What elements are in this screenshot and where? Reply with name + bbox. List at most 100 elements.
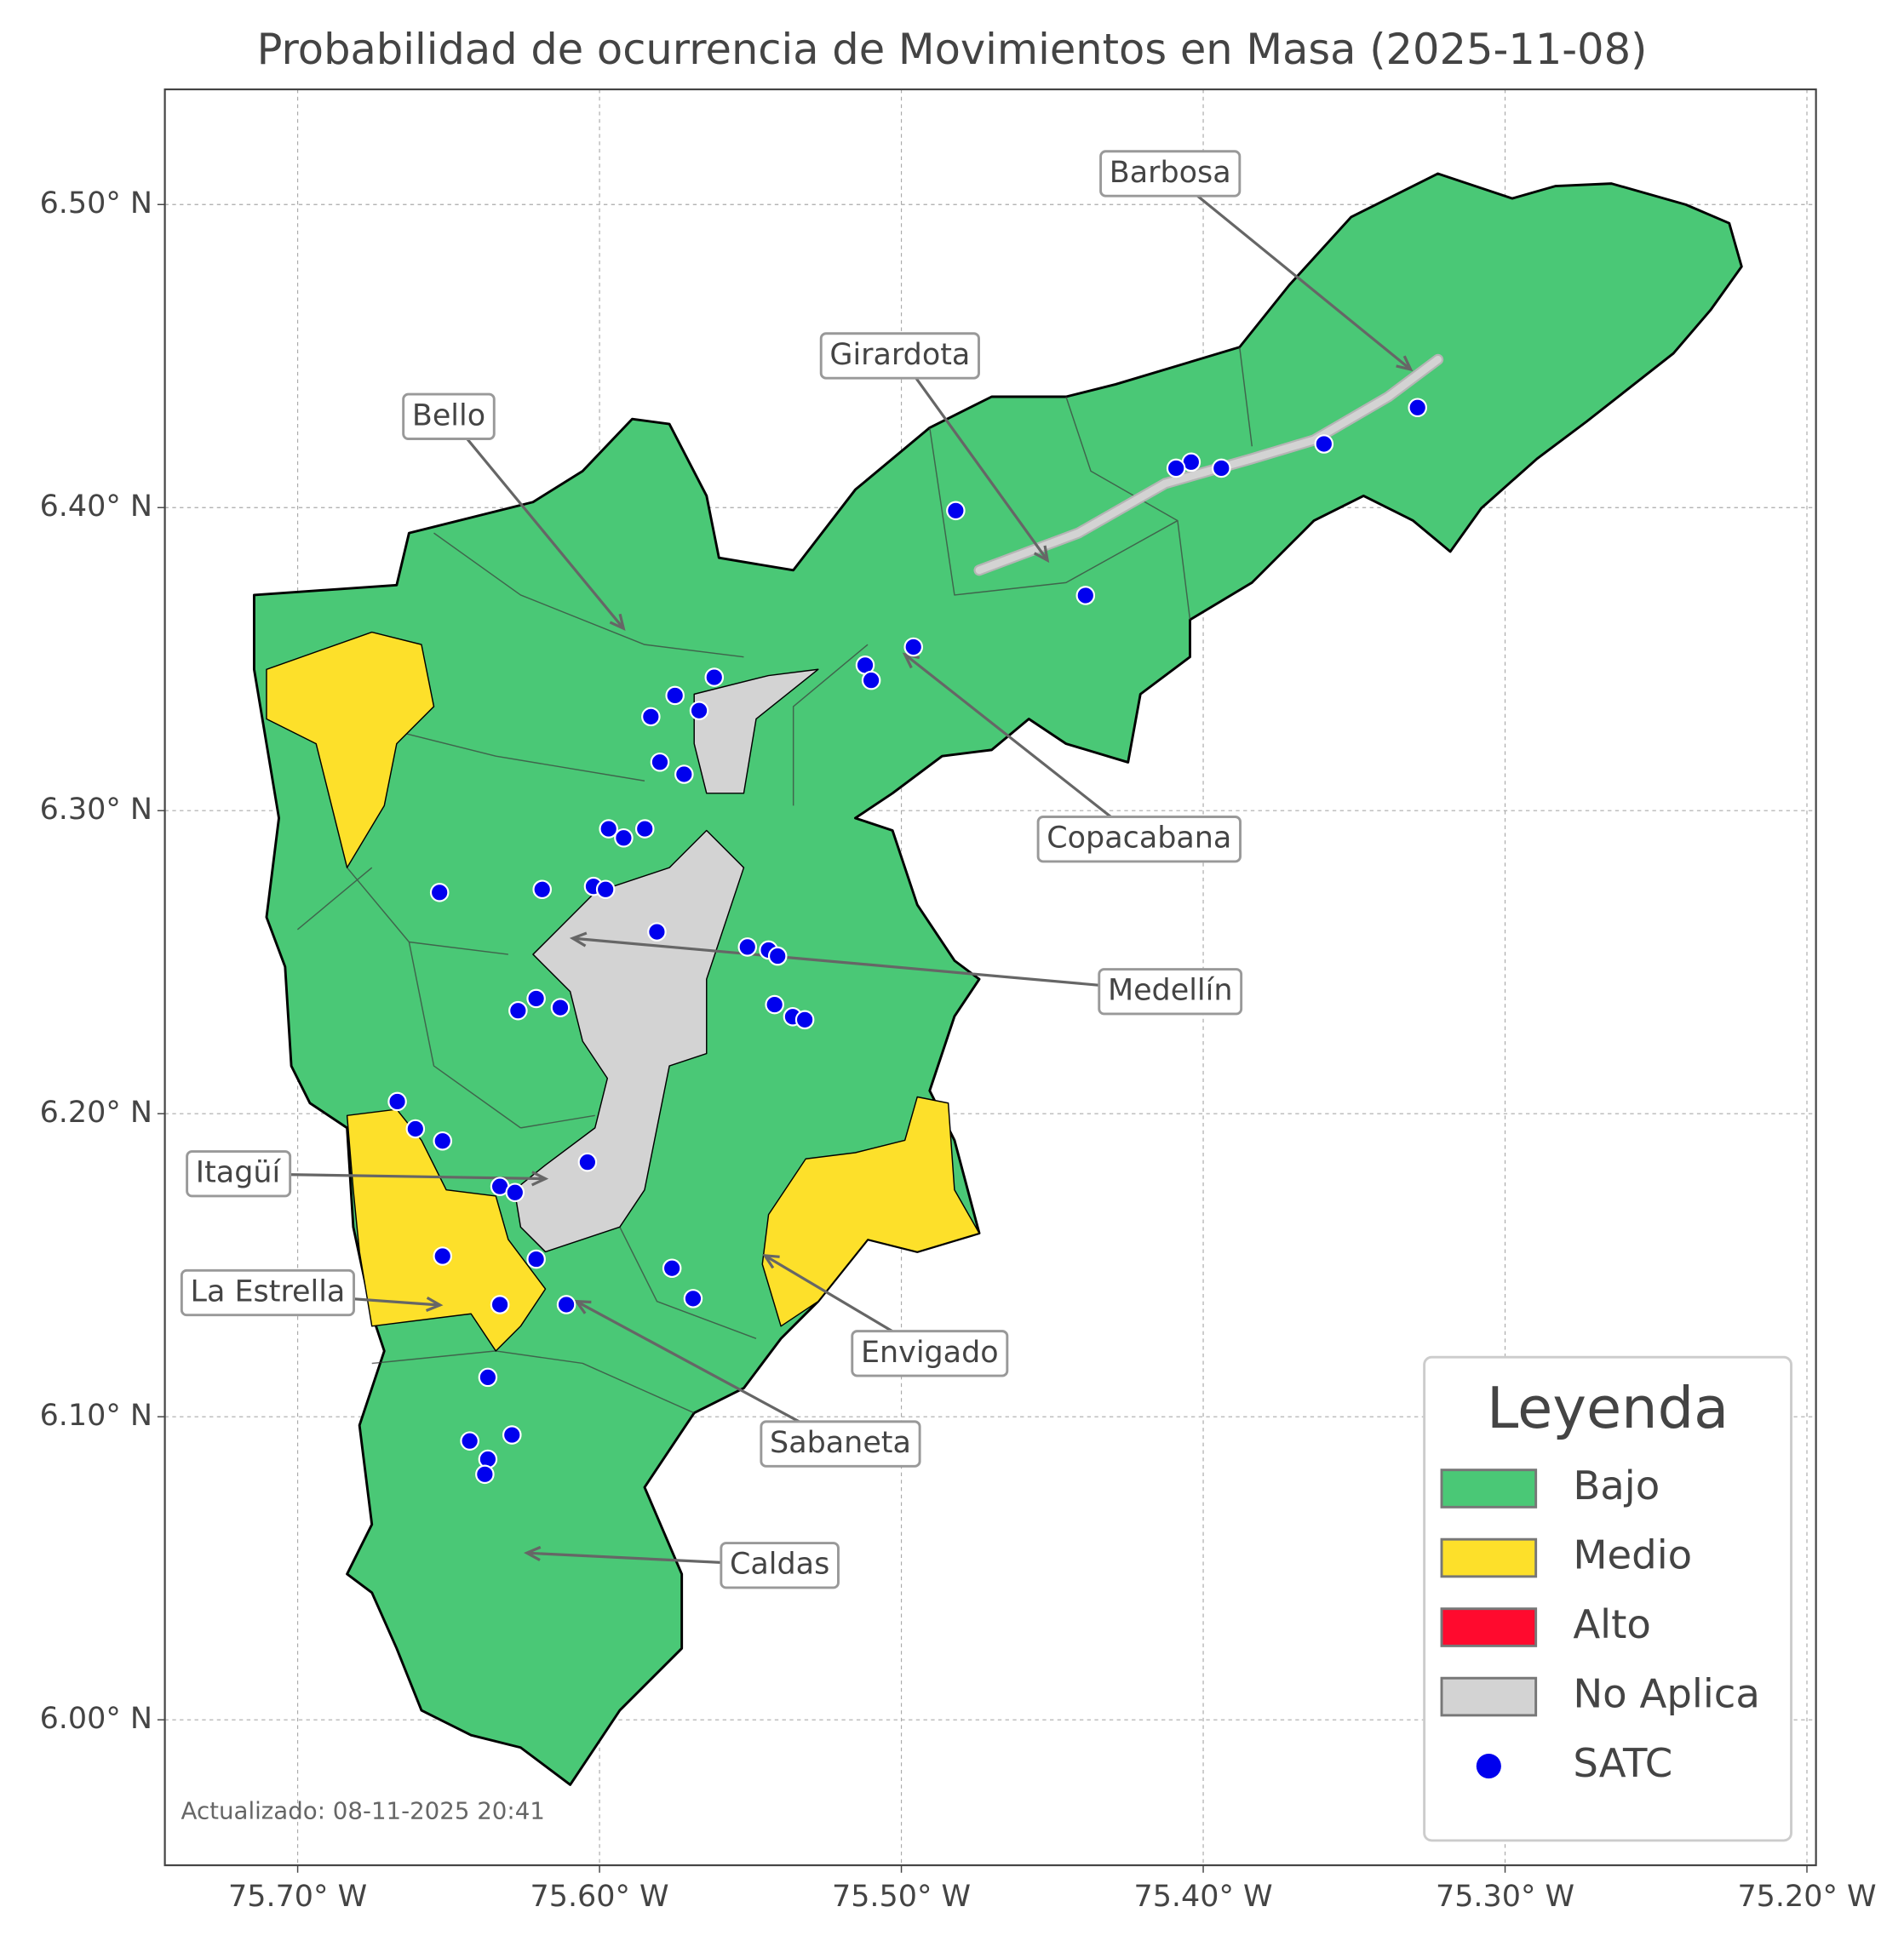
annotation-label: Bello bbox=[412, 398, 485, 432]
y-tick-label: 6.50° N bbox=[40, 186, 152, 220]
legend-swatch bbox=[1440, 1469, 1538, 1509]
y-tick-label: 6.10° N bbox=[40, 1399, 152, 1433]
region-bajo bbox=[252, 172, 1743, 1786]
region-medio bbox=[266, 631, 435, 868]
annotation-arrowhead bbox=[569, 931, 588, 948]
x-tick-label: 75.50° W bbox=[832, 1880, 971, 1914]
annotation-label: Envigado bbox=[861, 1336, 999, 1370]
satc-point bbox=[946, 501, 966, 521]
satc-point bbox=[765, 994, 784, 1015]
points bbox=[387, 398, 1428, 1485]
satc-point bbox=[650, 752, 670, 772]
annotation-box bbox=[760, 1420, 921, 1468]
legend-swatch bbox=[1440, 1537, 1538, 1578]
satc-point bbox=[475, 1464, 495, 1485]
legend-label: Alto bbox=[1573, 1601, 1651, 1647]
legend-label: Medio bbox=[1573, 1532, 1692, 1578]
satc-point bbox=[490, 1295, 510, 1314]
annotation-arrow bbox=[447, 415, 625, 630]
annotation-label: Sabaneta bbox=[770, 1426, 911, 1460]
satc-point bbox=[614, 827, 634, 848]
annotation-arrow bbox=[903, 653, 1140, 840]
sub-boundaries bbox=[296, 346, 1253, 1414]
satc-point bbox=[526, 988, 546, 1009]
satc-point bbox=[405, 1119, 426, 1139]
x-tick-label: 75.70° W bbox=[228, 1880, 367, 1914]
satc-point bbox=[1212, 458, 1231, 478]
satc-point bbox=[577, 1152, 598, 1172]
y-tick-label: 6.00° N bbox=[40, 1702, 152, 1736]
annotation-box bbox=[720, 1542, 840, 1589]
annotation-arrowhead bbox=[524, 1545, 542, 1561]
satc-point bbox=[508, 1000, 528, 1021]
annotation-arrowhead bbox=[762, 1253, 780, 1269]
satc-point bbox=[433, 1131, 453, 1151]
satc-point bbox=[505, 1182, 525, 1203]
satc-point bbox=[704, 667, 725, 687]
x-tick-label: 75.40° W bbox=[1134, 1880, 1273, 1914]
annotation-label: Barbosa bbox=[1110, 156, 1231, 190]
legend-label: No Aplica bbox=[1573, 1671, 1760, 1717]
satc-point bbox=[662, 1258, 682, 1279]
satc-point bbox=[429, 883, 450, 902]
y-tick-label: 6.40° N bbox=[40, 490, 152, 524]
annotation-arrowhead bbox=[1033, 545, 1050, 564]
region-no-aplica bbox=[975, 355, 1442, 575]
map-title: Probabilidad de ocurrencia de Movimiento… bbox=[257, 25, 1648, 74]
annotation-label: Medellín bbox=[1108, 974, 1233, 1008]
x-tick-label: 75.20° W bbox=[1737, 1880, 1876, 1914]
satc-point bbox=[433, 1246, 453, 1266]
satc-point bbox=[460, 1431, 479, 1451]
y-tick-label: 6.20° N bbox=[40, 1096, 152, 1130]
satc-point bbox=[861, 670, 881, 690]
annotations: Barbosa Girardota Bello Copacabana Medellín I… bbox=[180, 150, 1414, 1589]
x-tick-label: 75.30° W bbox=[1436, 1880, 1574, 1914]
annotation-arrowhead bbox=[425, 1296, 444, 1312]
annotation-box bbox=[402, 392, 496, 440]
legend-marker bbox=[1476, 1754, 1501, 1779]
regions bbox=[252, 172, 1743, 1786]
region-no-aplica bbox=[513, 829, 745, 1253]
annotation-arrowhead bbox=[609, 613, 626, 632]
legend-title: Leyenda bbox=[1487, 1375, 1729, 1441]
y-tick-label: 6.30° N bbox=[40, 793, 152, 827]
satc-point bbox=[532, 879, 552, 900]
annotation-arrow bbox=[572, 936, 1171, 993]
annotation-arrowhead bbox=[902, 652, 920, 669]
annotation-arrowhead bbox=[530, 1171, 549, 1187]
satc-point bbox=[737, 937, 758, 957]
annotation-arrow bbox=[576, 1300, 841, 1446]
satc-point bbox=[526, 1249, 546, 1269]
satc-point bbox=[1314, 434, 1334, 454]
satc-point bbox=[502, 1425, 522, 1445]
legend-label: Bajo bbox=[1573, 1463, 1660, 1509]
satc-point bbox=[683, 1289, 703, 1308]
annotation-box bbox=[1098, 968, 1243, 1016]
satc-point bbox=[595, 879, 616, 900]
annotation-label: Copacabana bbox=[1047, 822, 1231, 856]
axes: 75.70° W 75.60° W 75.50° W 75.40° W 75.30° W… bbox=[40, 186, 1877, 1914]
satc-point bbox=[634, 819, 655, 839]
legend: Leyenda Bajo Medio Alto No Aplica SATC bbox=[1423, 1355, 1792, 1842]
satc-point bbox=[1408, 398, 1428, 418]
footnote: Actualizado: 08-11-2025 20:41 bbox=[181, 1796, 545, 1824]
satc-point bbox=[674, 764, 694, 784]
satc-point bbox=[1075, 586, 1096, 605]
satc-point bbox=[903, 637, 924, 657]
x-tick-label: 75.60° W bbox=[530, 1880, 669, 1914]
annotation-label: Caldas bbox=[730, 1548, 829, 1582]
satc-point bbox=[767, 946, 788, 966]
annotation-label: Itagüí bbox=[196, 1156, 282, 1190]
satc-point bbox=[665, 685, 685, 706]
annotation-box bbox=[1036, 816, 1242, 863]
region-medio bbox=[346, 1108, 547, 1352]
annotation-box bbox=[180, 1268, 355, 1317]
satc-point bbox=[794, 1010, 815, 1030]
region-medio bbox=[761, 1096, 980, 1327]
annotation-box bbox=[819, 332, 980, 380]
legend-swatch bbox=[1440, 1607, 1538, 1647]
satc-point bbox=[1166, 458, 1186, 478]
annotation-arrowhead bbox=[1396, 355, 1414, 372]
legend-swatch bbox=[1440, 1676, 1538, 1717]
